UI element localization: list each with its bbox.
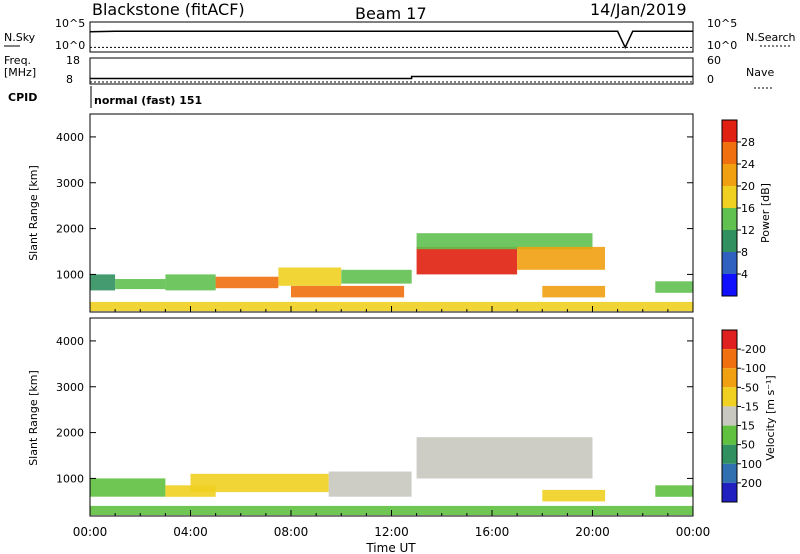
time-tick-label: 08:00 (274, 525, 309, 539)
velocity-colorbar-frame (721, 329, 738, 503)
vel-ytick-label: 4000 (56, 335, 84, 348)
freq-tick-bottom: 8 (66, 73, 73, 86)
power-region (291, 285, 405, 298)
power-colorbar-tick-label: 20 (741, 180, 755, 193)
velocity-colorbar-tick-label: 200 (741, 477, 762, 490)
nsky-series-line (89, 30, 693, 50)
vel-region (190, 473, 329, 493)
noise-tick-bottom: 10^0 (55, 39, 85, 52)
velocity-colorbar-tick-label: 15 (741, 420, 755, 433)
vel-region (416, 437, 593, 479)
noise-tick-top-right: 10^5 (707, 17, 737, 30)
power-colorbar-segment (722, 142, 737, 164)
power-ytick-label: 4000 (56, 131, 84, 144)
power-region (90, 274, 116, 291)
time-axis-label: Time UT (365, 541, 416, 554)
power-region (542, 285, 606, 298)
power-colorbar-segment (722, 120, 737, 142)
power-colorbar-title: Power [dB] (759, 183, 772, 243)
power-region (416, 233, 593, 250)
power-colorbar: 4 8 12 16 20 24 28 (721, 119, 755, 297)
power-colorbar-tick-label: 24 (741, 158, 755, 171)
velocity-colorbar-segment (722, 387, 737, 407)
velocity-colorbar-tick-label: 50 (741, 439, 755, 452)
time-tick-label: 20:00 (575, 525, 610, 539)
velocity-colorbar-segment (722, 425, 737, 445)
power-region (165, 274, 216, 291)
velocity-colorbar-segment (722, 444, 737, 464)
vel-ytick-label: 1000 (56, 472, 84, 485)
freq-panel: Freq. [MHz] 18 8 60 0 Nave (4, 54, 774, 89)
velocity-colorbar-tick-label: 100 (741, 458, 762, 471)
freq-series-line (90, 75, 693, 80)
power-colorbar-tick-label: 28 (741, 136, 755, 149)
vel-ytick-label: 3000 (56, 381, 84, 394)
velocity-panel: 1000 2000 3000 4000 (56, 317, 694, 517)
nsearch-label: N.Search (746, 31, 796, 44)
power-region (416, 246, 518, 275)
velocity-colorbar-tick-label: -50 (741, 381, 759, 394)
nave-tick-bottom: 0 (707, 73, 714, 86)
velocity-colorbar-title: Velocity [m s⁻¹] (764, 375, 777, 460)
power-ytick-label: 2000 (56, 223, 84, 236)
power-colorbar-segment (722, 164, 737, 186)
velocity-colorbar-segment (722, 330, 737, 350)
velocity-colorbar-segment (722, 463, 737, 483)
cpid-value: normal (fast) 151 (94, 94, 202, 107)
power-ytick-label: 3000 (56, 177, 84, 190)
power-colorbar-segment (722, 230, 737, 252)
power-region (341, 269, 412, 284)
freq-unit-label: [MHz] (4, 66, 36, 79)
power-region (278, 267, 342, 286)
noise-panel: N.Sky 10^5 10^0 10^5 10^0 N.Search (4, 17, 796, 53)
velocity-colorbar-tick-label: -200 (741, 343, 766, 356)
velocity-colorbar-tick-label: -100 (741, 362, 766, 375)
noise-tick-top: 10^5 (55, 17, 85, 30)
station-title: Blackstone (fitACF) (92, 0, 245, 19)
nsky-label: N.Sky (4, 31, 36, 44)
time-tick-label: 16:00 (475, 525, 510, 539)
power-colorbar-segment (722, 208, 737, 230)
velocity-colorbar-segment (722, 349, 737, 369)
power-colorbar-segment (722, 186, 737, 208)
nave-label: Nave (746, 66, 774, 79)
velocity-colorbar: 200 100 50 15 -15 -50 -100 -200 (721, 329, 766, 503)
vel-ytick-label: 2000 (56, 427, 84, 440)
velocity-colorbar-segment (722, 406, 737, 426)
cpid-label: CPID (8, 91, 37, 104)
power-colorbar-tick-label: 8 (741, 246, 748, 259)
power-region (655, 281, 693, 293)
beam-title: Beam 17 (355, 4, 427, 23)
nave-tick-top: 60 (707, 54, 721, 67)
vel-region (655, 485, 693, 497)
velocity-colorbar-segment (722, 368, 737, 388)
velocity-ylabel: Slant Range [km] (27, 370, 40, 466)
power-colorbar-tick-label: 16 (741, 202, 755, 215)
power-ylabel: Slant Range [km] (27, 165, 40, 261)
time-tick-label: 00:00 (73, 525, 108, 539)
power-colorbar-tick-label: 12 (741, 224, 755, 237)
power-panel: 1000 2000 3000 4000 (56, 113, 694, 313)
vel-region (328, 471, 412, 497)
velocity-colorbar-segment (722, 482, 737, 502)
time-tick-label: 00:00 (676, 525, 711, 539)
velocity-colorbar-tick-label: -15 (741, 400, 759, 413)
power-colorbar-tick-label: 4 (741, 268, 748, 281)
vel-region (542, 489, 606, 502)
freq-tick-top: 18 (66, 54, 80, 67)
vel-region (90, 478, 166, 497)
power-ytick-label: 1000 (56, 268, 84, 281)
time-tick-label: 12:00 (374, 525, 409, 539)
date-title: 14/Jan/2019 (590, 0, 687, 19)
power-region (215, 276, 279, 289)
time-axis: 00:00 04:00 08:00 12:00 16:00 20:00 00:00 (73, 525, 711, 539)
power-region (115, 279, 166, 290)
freq-label: Freq. (4, 54, 31, 67)
power-region (517, 246, 605, 270)
power-colorbar-segment (722, 252, 737, 274)
noise-tick-bottom-right: 10^0 (707, 39, 737, 52)
power-colorbar-segment (722, 274, 737, 296)
time-tick-label: 04:00 (173, 525, 208, 539)
